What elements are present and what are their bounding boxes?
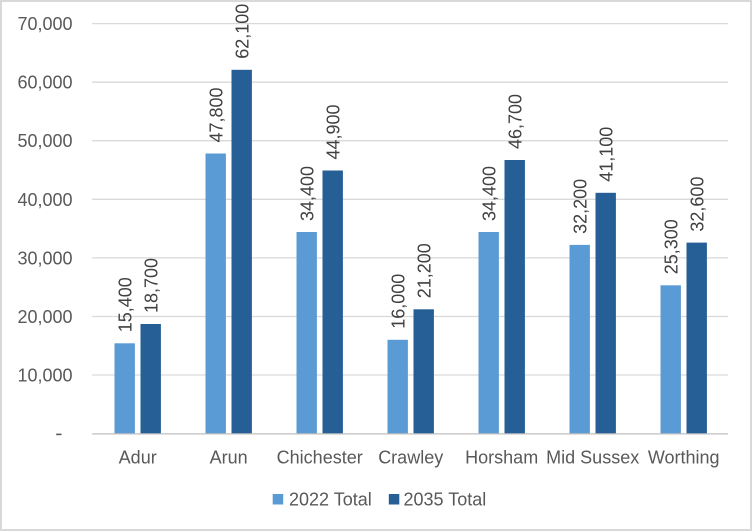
svg-text:70,000: 70,000 — [17, 14, 72, 34]
svg-text:34,400: 34,400 — [479, 166, 499, 221]
svg-text:32,200: 32,200 — [570, 179, 590, 234]
svg-text:40,000: 40,000 — [17, 190, 72, 210]
svg-text:10,000: 10,000 — [17, 366, 72, 386]
svg-text:32,600: 32,600 — [687, 177, 707, 232]
svg-text:Mid Sussex: Mid Sussex — [546, 448, 639, 468]
svg-text:20,000: 20,000 — [17, 307, 72, 327]
svg-text:34,400: 34,400 — [297, 166, 317, 221]
svg-text:41,100: 41,100 — [596, 127, 616, 182]
svg-text:62,100: 62,100 — [232, 4, 252, 59]
svg-text:60,000: 60,000 — [17, 73, 72, 93]
svg-text:30,000: 30,000 — [17, 248, 72, 268]
svg-text:25,300: 25,300 — [661, 219, 681, 274]
svg-text:50,000: 50,000 — [17, 131, 72, 151]
svg-text:Crawley: Crawley — [378, 448, 443, 468]
svg-text:Chichester: Chichester — [277, 448, 363, 468]
svg-text:Arun: Arun — [210, 448, 248, 468]
svg-text:Worthing: Worthing — [648, 448, 720, 468]
svg-text:21,200: 21,200 — [414, 243, 434, 298]
svg-text:44,900: 44,900 — [323, 104, 343, 159]
svg-text:16,000: 16,000 — [388, 274, 408, 329]
svg-text:2035 Total: 2035 Total — [404, 489, 487, 509]
svg-text:46,700: 46,700 — [505, 94, 525, 149]
svg-text:2022 Total: 2022 Total — [289, 489, 372, 509]
svg-text:15,400: 15,400 — [115, 277, 135, 332]
svg-text:47,800: 47,800 — [206, 87, 226, 142]
svg-text:Adur: Adur — [119, 448, 157, 468]
svg-text:Horsham: Horsham — [465, 448, 538, 468]
svg-text:18,700: 18,700 — [141, 258, 161, 313]
